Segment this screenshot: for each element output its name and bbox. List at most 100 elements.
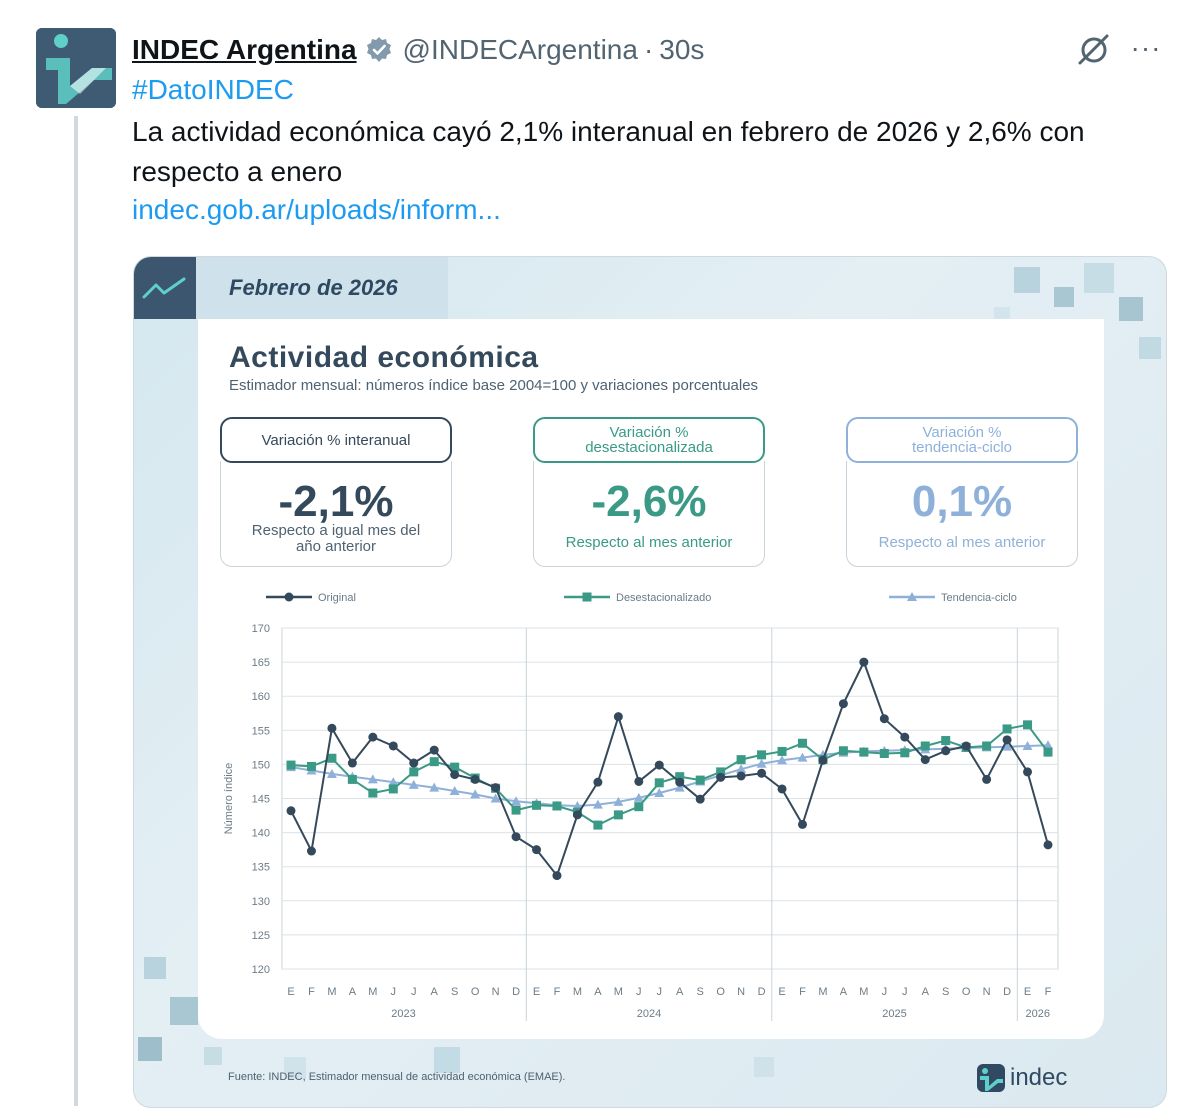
hashtag-link[interactable]: #DatoINDEC	[132, 74, 294, 105]
activity-trend-icon	[142, 277, 186, 299]
data-point	[757, 750, 767, 760]
data-point	[593, 777, 603, 787]
data-point	[613, 796, 624, 806]
x-tick-label: M	[368, 986, 377, 998]
tweet-image[interactable]: Febrero de 2026 Actividad económica Esti…	[133, 256, 1167, 1108]
data-point	[961, 741, 971, 751]
timestamp[interactable]: 30s	[659, 34, 705, 65]
url-link[interactable]: indec.gob.ar/uploads/inform...	[132, 194, 501, 225]
card-header-text: Variación % desestacionalizada	[585, 425, 713, 455]
data-point	[900, 748, 910, 758]
data-point	[1002, 735, 1012, 745]
x-tick-label: M	[573, 986, 582, 998]
data-point	[593, 820, 603, 830]
data-point	[654, 788, 665, 798]
card-header-text: Variación % interanual	[261, 431, 411, 449]
x-tick-label: D	[758, 986, 766, 998]
stat-card-tendencia-ciclo: Variación % tendencia-ciclo 0,1% Respect…	[846, 417, 1078, 567]
more-options-button[interactable]: ···	[1126, 30, 1166, 70]
data-point	[326, 768, 337, 778]
x-tick-label: A	[431, 986, 439, 998]
data-point	[879, 714, 889, 724]
data-point	[409, 767, 419, 777]
x-tick-label: J	[657, 986, 663, 998]
data-point	[941, 746, 951, 756]
card-value: -2,1%	[278, 477, 394, 526]
data-point	[818, 755, 828, 765]
data-point	[675, 772, 685, 782]
x-tick-label: M	[818, 986, 827, 998]
y-tick-label: 120	[252, 964, 270, 976]
card-header-line: Variación %	[609, 424, 689, 441]
stat-card-interanual: Variación % interanual -2,1% Respecto a …	[220, 417, 452, 567]
legend-label: Desestacionalizado	[616, 592, 711, 604]
display-name[interactable]: INDEC Argentina	[132, 34, 357, 65]
data-point	[633, 792, 644, 802]
handle[interactable]: @INDECArgentina	[402, 34, 638, 65]
y-tick-label: 125	[252, 930, 270, 942]
card-header-line: tendencia-ciclo	[911, 439, 1013, 456]
data-point	[920, 755, 930, 765]
data-point	[941, 736, 951, 746]
data-point	[716, 767, 726, 777]
data-point	[736, 764, 747, 774]
data-point	[470, 774, 480, 784]
x-tick-label: E	[778, 986, 785, 998]
data-point	[511, 796, 522, 806]
card-note-line: año anterior	[295, 538, 377, 555]
stat-card-desestacionalizada: Variación % desestacionalizada -2,6% Res…	[533, 417, 765, 567]
decor-square	[144, 957, 166, 979]
data-point	[736, 755, 746, 765]
x-tick-label: E	[1024, 986, 1031, 998]
legend-marker	[907, 592, 917, 601]
thread-line	[74, 116, 78, 1106]
y-tick-label: 130	[252, 896, 270, 908]
data-point	[367, 774, 378, 784]
indec-brand-icon	[977, 1064, 1005, 1092]
data-point	[470, 789, 481, 799]
x-tick-label: A	[676, 986, 684, 998]
data-point	[613, 712, 623, 722]
data-point	[368, 732, 378, 742]
data-point	[592, 799, 603, 809]
x-tick-label: O	[471, 986, 480, 998]
y-tick-label: 170	[252, 623, 270, 635]
y-axis-label: Número índice	[223, 763, 235, 835]
data-point	[1023, 767, 1033, 777]
data-point	[879, 748, 889, 758]
avatar[interactable]	[36, 28, 116, 108]
decor-square	[754, 1057, 774, 1077]
data-point	[1043, 840, 1053, 850]
legend-label: Tendencia-ciclo	[941, 592, 1017, 604]
x-tick-label: O	[716, 986, 725, 998]
data-point	[777, 755, 788, 765]
card-value: -2,6%	[591, 477, 707, 526]
data-point	[982, 741, 992, 751]
x-tick-label: S	[697, 986, 704, 998]
decor-square	[1119, 297, 1143, 321]
data-point	[797, 738, 807, 748]
decor-square	[138, 1037, 162, 1061]
data-point	[634, 776, 644, 786]
data-point	[920, 741, 930, 751]
verified-badge-icon[interactable]	[365, 36, 393, 64]
y-tick-label: 145	[252, 794, 270, 806]
data-point	[1002, 741, 1013, 751]
data-point	[1023, 720, 1033, 730]
data-point	[695, 775, 705, 785]
card-note: Respecto al mes anterior	[565, 534, 733, 551]
legend-marker	[582, 592, 592, 602]
grok-button[interactable]	[1074, 30, 1114, 70]
data-point	[388, 777, 399, 787]
data-point	[347, 758, 357, 768]
year-label: 2024	[637, 1008, 661, 1020]
x-tick-label: F	[799, 986, 806, 998]
decor-square	[1054, 287, 1074, 307]
x-tick-label: N	[737, 986, 745, 998]
card-note: Respecto a igual mes del año anterior	[230, 523, 442, 555]
data-point	[675, 777, 685, 787]
x-tick-label: A	[594, 986, 602, 998]
data-point	[388, 741, 398, 751]
